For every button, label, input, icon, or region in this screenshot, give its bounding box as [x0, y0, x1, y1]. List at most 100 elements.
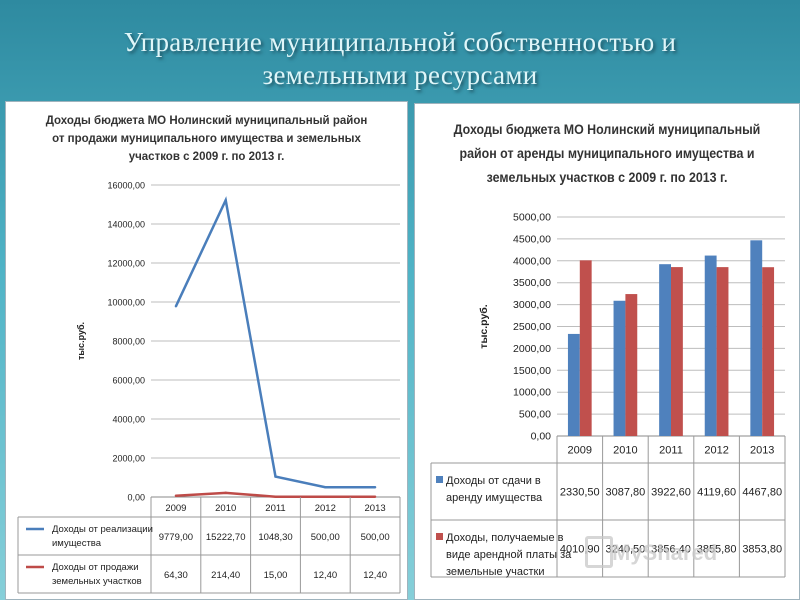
rent-chart-table-value: 2330,50: [560, 487, 600, 499]
rent-chart-table-value: 3853,80: [742, 544, 782, 556]
sales-chart-ytick-label: 2000,00: [112, 454, 145, 464]
rent-chart-bar: [567, 333, 580, 436]
rent-income-chart-panel: Доходы бюджета МО Нолинский муниципальны…: [414, 103, 800, 600]
sales-line-chart: 0,00 2000,00 4000,00 6000,00 8000,00 10000,00…: [17, 181, 401, 594]
rent-bar-chart: 0,00 500,00 1000,00 1500,00 2000,00 2500,00 30…: [430, 212, 786, 578]
sales-chart-series-line: [174, 196, 376, 489]
sales-chart-ytick-label: 6000,00: [112, 376, 145, 386]
rent-chart-ytick-label: 0,00: [531, 431, 552, 443]
rent-chart-bar: [750, 240, 763, 436]
rent-chart-table-value: 4467,80: [742, 487, 782, 499]
sales-chart-data-point: [324, 486, 327, 489]
sales-chart-title-line-2: от продажи муниципального имущества и зе…: [52, 133, 361, 145]
rent-chart-bar: [704, 255, 717, 436]
rent-chart-ytick-label: 2000,00: [513, 343, 551, 355]
rent-chart-bar: [671, 267, 683, 436]
rent-chart-title-line-3: земельных участков с 2009 г. по 2013 г.: [486, 170, 728, 185]
sales-chart-ytick-label: 4000,00: [112, 415, 145, 425]
rent-chart-ytick-label: 3500,00: [513, 277, 551, 289]
rent-chart-y-axis-title: тыс.руб.: [478, 304, 490, 348]
sales-chart-ytick-label: 0,00: [127, 493, 145, 503]
rent-chart-category-label: 2011: [659, 445, 683, 457]
rent-chart-legend-label: виде арендной платы за: [446, 549, 572, 561]
rent-chart-ytick-label: 500,00: [519, 409, 551, 421]
sales-chart-table-value: 500,00: [311, 532, 340, 543]
rent-chart-table-value: 3856,40: [651, 544, 691, 556]
watermark-logo-icon: [585, 536, 613, 568]
sales-chart-title: Доходы бюджета МО Нолинский муниципальны…: [6, 112, 407, 166]
rent-chart-legend-label: аренду имущества: [446, 492, 543, 504]
sales-chart-data-point: [373, 486, 377, 489]
sales-chart-table-value: 1048,30: [258, 532, 292, 543]
sales-chart-legend-label: Доходы от продажи: [52, 562, 139, 573]
sales-chart-category-label: 2011: [265, 503, 285, 514]
rent-chart-title-line-1: Доходы бюджета МО Нолинский муниципальны…: [453, 122, 761, 137]
sales-chart-category-label: 2012: [315, 503, 336, 514]
rent-chart-category-label: 2009: [568, 445, 592, 457]
rent-chart-ytick-label: 1000,00: [513, 387, 551, 399]
slide-title-line-2: земельными ресурсами: [262, 60, 538, 90]
rent-chart-ytick-label: 1500,00: [513, 365, 551, 377]
sales-chart-table-value: 15222,70: [206, 532, 246, 543]
rent-chart-bar: [716, 267, 729, 436]
rent-chart-category-label: 2013: [750, 445, 774, 457]
slide-title-line-1: Управление муниципальной собственностью …: [123, 27, 677, 57]
sales-chart-table-value: 15,00: [264, 570, 288, 581]
sales-chart-table-value: 12,40: [313, 570, 337, 581]
sales-chart-ytick-label: 12000,00: [107, 259, 145, 269]
sales-chart-category-label: 2013: [365, 503, 386, 514]
sales-chart-ytick-label: 16000,00: [107, 181, 145, 191]
rent-chart-table-value: 3922,60: [651, 487, 691, 499]
rent-chart-bar: [659, 264, 671, 436]
rent-chart-legend-label: Доходы, получаемые в: [446, 532, 564, 544]
rent-chart-legend-key: [436, 476, 443, 483]
rent-chart-bar: [579, 260, 592, 436]
rent-chart-bar: [613, 300, 626, 436]
rent-chart-bar: [762, 267, 775, 436]
rent-chart-ytick-label: 2500,00: [513, 321, 551, 333]
slide-title: Управление муниципальной собственностью …: [0, 26, 800, 92]
rent-chart-ytick-label: 5000,00: [513, 212, 551, 224]
rent-chart-table-value: 3240,50: [606, 544, 646, 556]
sales-chart-data-point: [373, 495, 377, 498]
rent-chart-title: Доходы бюджета МО Нолинский муниципальны…: [430, 118, 783, 190]
sales-chart-data-point: [174, 305, 178, 308]
rent-chart-ytick-label: 4500,00: [513, 233, 551, 245]
sales-chart-table-value: 64,30: [164, 570, 188, 581]
sales-chart-data-point: [174, 494, 178, 497]
sales-chart-ytick-label: 10000,00: [107, 298, 145, 308]
rent-chart-bar: [625, 294, 638, 436]
rent-chart-table-value: 3855,80: [697, 544, 737, 556]
sales-chart-table-value: 214,40: [211, 570, 240, 581]
sales-chart-legend-label: земельных участков: [52, 576, 142, 587]
sales-chart-table-value: 500,00: [361, 532, 390, 543]
sales-chart-ytick-label: 14000,00: [107, 220, 145, 230]
rent-chart-legend-label: Доходы от сдачи в: [446, 475, 541, 487]
sales-chart-title-line-1: Доходы бюджета МО Нолинский муниципальны…: [45, 115, 368, 127]
rent-chart-title-line-2: район от аренды муниципального имущества…: [459, 146, 755, 161]
rent-chart-legend-label: земельные участки: [446, 566, 545, 578]
sales-chart-ytick-label: 8000,00: [112, 337, 145, 347]
sales-income-chart-panel: Доходы бюджета МО Нолинский муниципальны…: [5, 101, 408, 600]
sales-chart-data-point: [324, 495, 327, 498]
sales-chart-table-value: 12,40: [363, 570, 387, 581]
sales-chart-data-point: [224, 198, 227, 202]
rent-chart-table-value: 3087,80: [606, 487, 646, 499]
sales-chart-title-line-3: участков с 2009 г. по 2013 г.: [128, 151, 285, 163]
sales-chart-table-value: 9779,00: [159, 532, 193, 543]
rent-chart-legend-key: [436, 533, 443, 540]
rent-chart-category-label: 2012: [704, 445, 728, 457]
sales-chart-data-point: [274, 495, 277, 498]
rent-chart-table-value: 4010,90: [560, 544, 600, 556]
sales-chart-legend-label: Доходы от реализации: [52, 524, 153, 535]
rent-chart-table-value: 4119,60: [697, 487, 736, 499]
rent-chart-ytick-label: 4000,00: [513, 255, 551, 267]
sales-chart-category-label: 2009: [165, 503, 186, 514]
sales-chart-category-label: 2010: [215, 503, 236, 514]
rent-chart-category-label: 2010: [613, 445, 637, 457]
rent-chart-ytick-label: 3000,00: [513, 299, 551, 311]
sales-chart-y-axis-title: тыс.руб.: [76, 322, 86, 360]
sales-chart-data-point: [224, 491, 227, 495]
sales-chart-data-point: [274, 475, 277, 478]
sales-chart-legend-label: имущества: [52, 538, 102, 549]
